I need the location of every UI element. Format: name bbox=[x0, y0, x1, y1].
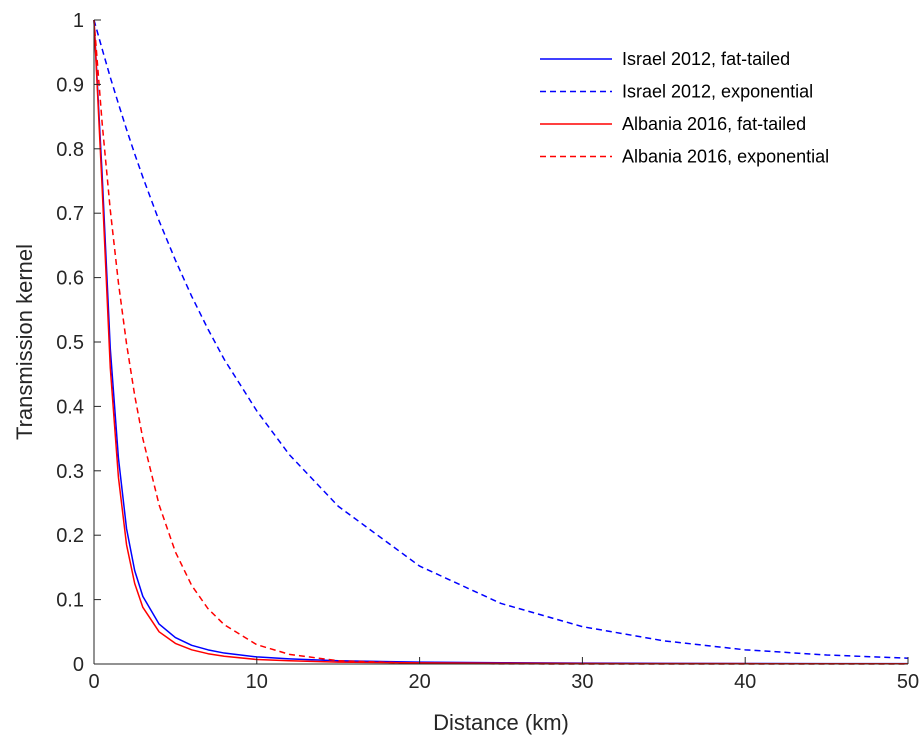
x-tick-label: 0 bbox=[88, 671, 99, 693]
y-tick-label: 0.1 bbox=[56, 590, 84, 612]
plot-area bbox=[94, 20, 908, 664]
y-tick-label: 0 bbox=[73, 654, 84, 676]
y-tick-label: 0.5 bbox=[56, 332, 84, 354]
y-axis-title: Transmission kernel bbox=[12, 244, 37, 440]
x-axis-title: Distance (km) bbox=[433, 710, 569, 735]
y-tick-label: 0.4 bbox=[56, 396, 84, 418]
y-tick-label: 1 bbox=[73, 10, 84, 32]
y-tick-label: 0.6 bbox=[56, 268, 84, 290]
series-line-2 bbox=[93, 19, 909, 659]
y-tick-label: 0.2 bbox=[56, 525, 84, 547]
x-tick-label: 40 bbox=[734, 671, 756, 693]
y-tick-label: 0.7 bbox=[56, 203, 84, 225]
y-tick-label: 0.8 bbox=[56, 139, 84, 161]
x-tick-label: 50 bbox=[897, 671, 919, 693]
y-tick-label: 0.3 bbox=[56, 461, 84, 483]
x-tick-label: 30 bbox=[571, 671, 593, 693]
ticks: 0 10 20 30 40 50 0 0.1 0.2 0.3 0.4 0.5 0.6 0.7 0.8 0.9 1 bbox=[56, 10, 919, 693]
legend-label: Israel 2012, exponential bbox=[622, 82, 813, 102]
legend-label: Albania 2016, fat-tailed bbox=[622, 114, 806, 134]
x-tick-label: 20 bbox=[408, 671, 430, 693]
legend: Israel 2012, fat-tailed Israel 2012, expo… bbox=[540, 49, 829, 167]
legend-label: Israel 2012, fat-tailed bbox=[622, 49, 790, 69]
y-tick-label: 0.9 bbox=[56, 74, 84, 96]
x-tick-label: 10 bbox=[246, 671, 268, 693]
legend-label: Albania 2016, exponential bbox=[622, 147, 829, 167]
